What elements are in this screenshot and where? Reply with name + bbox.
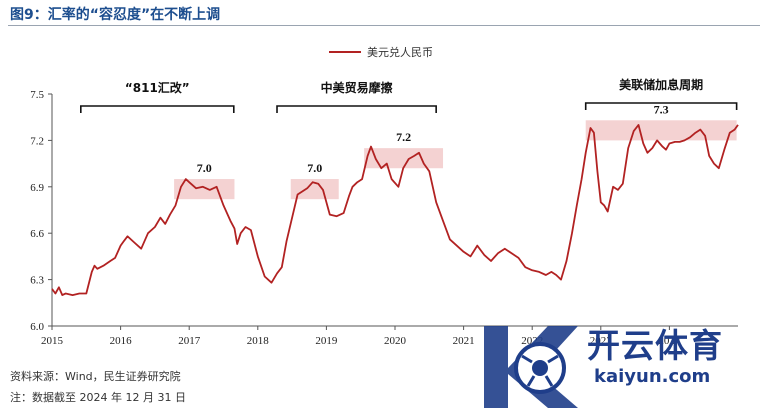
highlight-band-1 bbox=[290, 179, 339, 200]
bracket-0 bbox=[80, 105, 235, 113]
title-divider bbox=[8, 25, 760, 26]
legend: 美元兑人民币 bbox=[329, 45, 433, 59]
peak-label-3: 7.3 bbox=[654, 102, 669, 116]
y-tick-label-5: 7.5 bbox=[30, 89, 44, 101]
y-tick-label-0: 6.0 bbox=[30, 321, 44, 333]
period-brackets: “811汇改” 中美贸易摩擦 美联储加息周期 bbox=[80, 77, 738, 113]
bracket-label-0: “811汇改” bbox=[125, 80, 190, 95]
x-tick-label-0: 2015 bbox=[41, 335, 64, 347]
peak-label-1: 7.0 bbox=[307, 161, 322, 175]
x-tick-label-2: 2017 bbox=[178, 335, 201, 347]
x-tick-label-6: 2021 bbox=[453, 335, 475, 347]
date-note: 注：数据截至 2024 年 12 月 31 日 bbox=[10, 391, 186, 404]
watermark-url: kaiyun.com bbox=[594, 366, 711, 387]
x-tick-label-3: 2018 bbox=[247, 335, 270, 347]
axes: 6.0 6.3 6.6 6.9 7.2 7.5 2015 2016 2017 2018 2019 20… bbox=[30, 89, 738, 347]
highlight-bands bbox=[174, 120, 737, 200]
highlight-band-3 bbox=[585, 120, 737, 141]
y-tick-label-1: 6.3 bbox=[30, 275, 44, 287]
legend-label: 美元兑人民币 bbox=[367, 45, 433, 59]
x-tick-label-1: 2016 bbox=[110, 335, 133, 347]
series-line-group bbox=[51, 124, 739, 297]
bracket-1 bbox=[276, 105, 437, 113]
y-tick-label-4: 7.2 bbox=[30, 135, 44, 147]
watermark-brand: 开云体育 bbox=[587, 326, 723, 365]
y-tick-label-2: 6.6 bbox=[30, 228, 44, 240]
x-tick-label-8: 2023 bbox=[590, 335, 613, 347]
annotation-labels: 7.0 7.0 7.2 7.3 bbox=[197, 102, 669, 175]
watermark-logo-icon bbox=[484, 326, 578, 408]
peak-label-0: 7.0 bbox=[197, 161, 212, 175]
bracket-label-1: 中美贸易摩擦 bbox=[321, 80, 393, 95]
source-note: 资料来源：Wind，民生证券研究院 bbox=[10, 370, 181, 383]
x-tick-label-4: 2019 bbox=[315, 335, 338, 347]
bracket-2 bbox=[584, 102, 738, 110]
x-tick-label-5: 2020 bbox=[384, 335, 407, 347]
x-tick-label-9: 2024 bbox=[658, 335, 681, 347]
peak-label-2: 7.2 bbox=[396, 130, 411, 144]
bracket-label-2: 美联储加息周期 bbox=[619, 77, 703, 92]
watermark: 开云体育 kaiyun.com bbox=[478, 316, 767, 412]
figure-title: 图9：汇率的“容忍度”在不断上调 bbox=[10, 7, 221, 23]
y-tick-label-3: 6.9 bbox=[30, 182, 44, 194]
series-line-0 bbox=[51, 124, 739, 297]
